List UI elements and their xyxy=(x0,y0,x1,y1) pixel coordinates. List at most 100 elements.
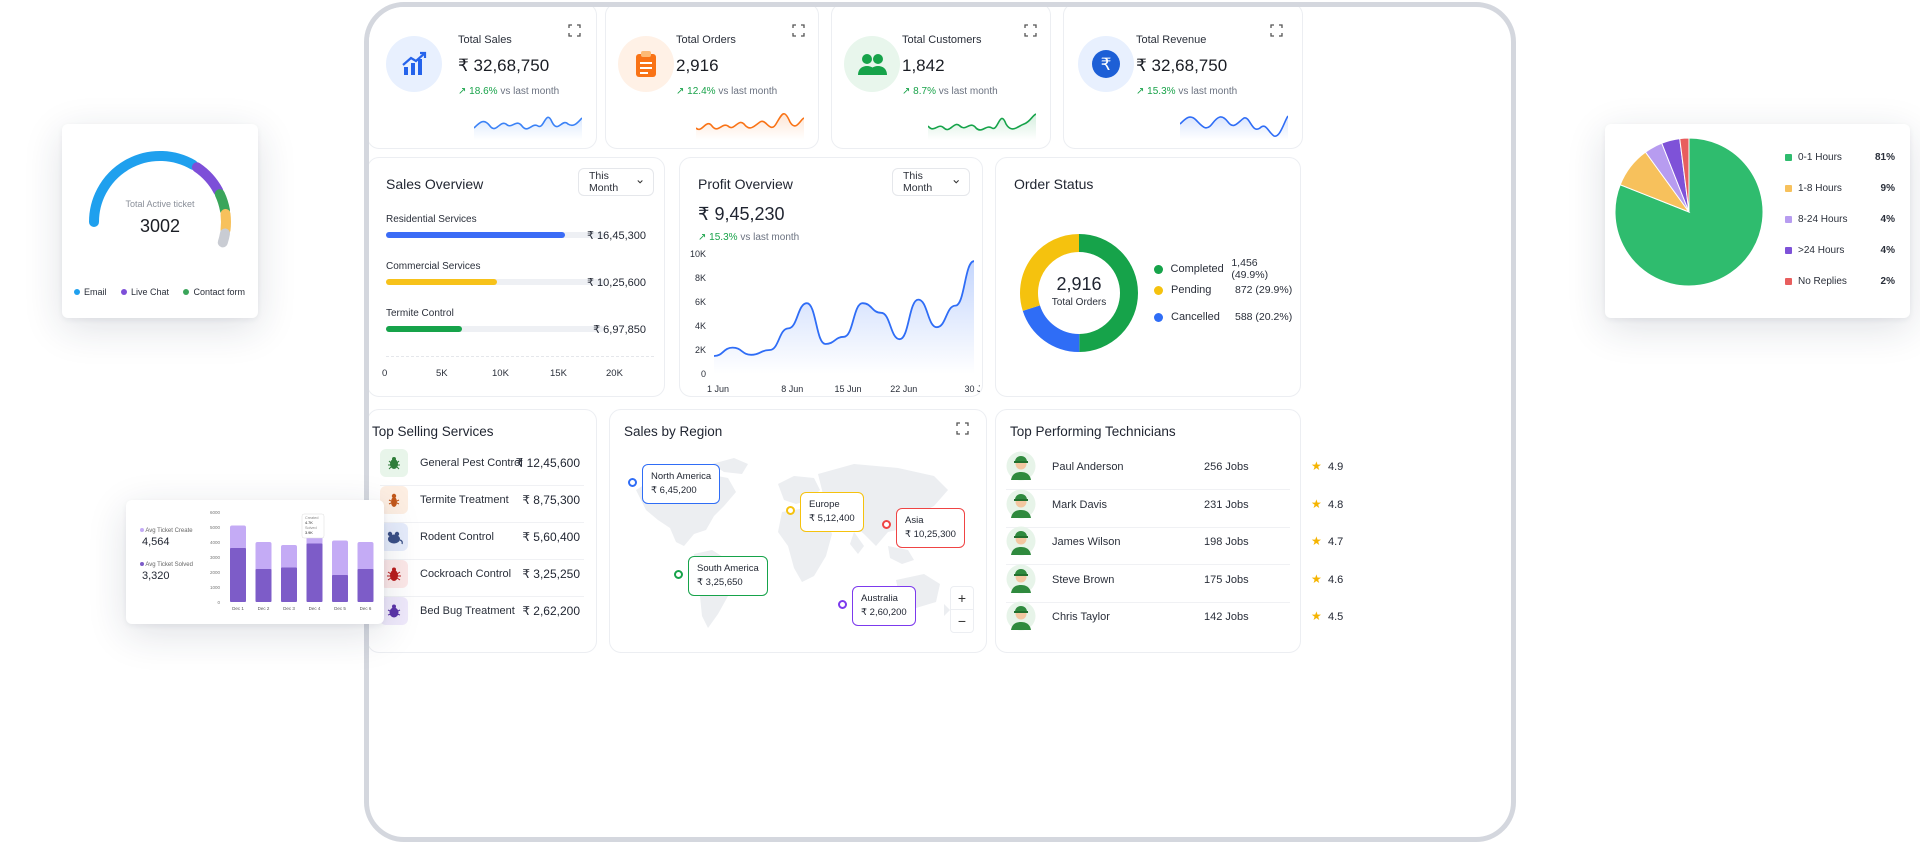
sparkline-customers xyxy=(928,113,1036,140)
technician-name: James Wilson xyxy=(1052,536,1121,548)
x-tick-label: Dec 4 xyxy=(309,606,321,611)
technician-rating: 4.7 xyxy=(1328,536,1344,548)
expand-icon[interactable] xyxy=(792,24,805,37)
dashboard-frame: Total Sales ₹ 32,68,750 ↗ 18.6% vs last … xyxy=(364,2,1516,842)
period-dropdown[interactable]: This Month xyxy=(892,168,970,196)
bar-solved[interactable] xyxy=(357,569,374,602)
section-title: Sales by Region xyxy=(624,424,723,439)
kpi-card-total-revenue[interactable]: ₹ Total Revenue ₹ 32,68,750 ↗ 15.3% vs l… xyxy=(1063,7,1303,149)
termite-icon xyxy=(380,486,408,514)
legend-swatch xyxy=(1785,216,1792,223)
pie-slice[interactable] xyxy=(1614,137,1764,287)
legend-label: Email xyxy=(84,287,107,297)
stat-label-text: Avg Ticket Create xyxy=(145,528,193,534)
legend-dot xyxy=(183,289,190,295)
region-value: ₹ 3,25,650 xyxy=(697,577,743,588)
region-pin-dot[interactable] xyxy=(628,478,637,487)
list-item[interactable]: Bed Bug Treatment ₹ 2,62,200 xyxy=(380,588,584,634)
legend-value: 588 (20.2%) xyxy=(1235,311,1293,323)
list-item[interactable]: Rodent Control ₹ 5,60,400 xyxy=(380,514,584,560)
donut-segment[interactable] xyxy=(1078,234,1138,352)
technician-row[interactable]: Paul Anderson 256 Jobs ★ 4.9 xyxy=(1006,444,1343,490)
bedbug-icon xyxy=(380,597,408,625)
period-dropdown[interactable]: This Month xyxy=(578,168,654,196)
kpi-card-total-customers[interactable]: Total Customers 1,842 ↗ 8.7% vs last mon… xyxy=(831,7,1051,149)
stat-value: 4,564 xyxy=(142,536,170,548)
region-name: Europe xyxy=(809,499,840,510)
bar-solved[interactable] xyxy=(306,543,323,603)
list-item[interactable]: Termite Treatment ₹ 8,75,300 xyxy=(380,477,584,523)
donut-segment[interactable] xyxy=(1020,234,1080,311)
y-tick-label: 0 xyxy=(217,600,220,605)
legend-email: Email xyxy=(74,287,107,297)
legend-label: Contact form xyxy=(193,287,245,297)
legend-value: 2% xyxy=(1880,276,1895,287)
bar-solved[interactable] xyxy=(281,567,297,603)
expand-icon[interactable] xyxy=(956,422,969,435)
kpi-card-total-orders[interactable]: Total Orders 2,916 ↗ 12.4% vs last month xyxy=(605,7,819,149)
expand-icon[interactable] xyxy=(1270,24,1283,37)
y-tick-label: 8K xyxy=(695,273,706,283)
star-icon: ★ xyxy=(1311,496,1322,511)
active-ticket-gauge-card: Total Active ticket 3002 Email Live Chat… xyxy=(62,124,258,318)
kpi-title: Total Sales xyxy=(458,34,512,46)
y-tick-label: 0 xyxy=(701,369,706,379)
list-item[interactable]: General Pest Control ₹ 12,45,600 xyxy=(380,440,584,486)
legend-cancelled: Cancelled 588 (20.2%) xyxy=(1154,311,1294,323)
technician-row[interactable]: Chris Taylor 142 Jobs ★ 4.5 xyxy=(1006,594,1343,640)
section-title: Order Status xyxy=(1014,176,1094,192)
section-title: Profit Overview xyxy=(698,176,793,192)
bar-solved[interactable] xyxy=(332,575,348,602)
kpi-suffix: vs last month xyxy=(718,86,778,97)
gauge-legend: Email Live Chat Contact form xyxy=(74,282,255,300)
region-name: Asia xyxy=(905,515,924,526)
x-tick-label: 15 Jun xyxy=(834,384,861,394)
ticket-bar-chart: 6000 5000 4000 3000 2000 1000 0 Dec 1 Dec 2 Dec 3… xyxy=(210,510,374,611)
expand-icon[interactable] xyxy=(568,24,581,37)
technician-row[interactable]: Steve Brown 175 Jobs ★ 4.6 xyxy=(1006,557,1343,603)
kpi-suffix: vs last month xyxy=(938,86,998,97)
zoom-in-button[interactable]: + xyxy=(950,586,974,610)
sales-overview-card: Sales Overview This Month Residential Se… xyxy=(369,157,665,397)
x-tick-label: 30 Jun xyxy=(964,384,980,394)
region-pin-dot[interactable] xyxy=(674,570,683,579)
technician-rating: 4.9 xyxy=(1328,461,1344,473)
users-icon xyxy=(844,36,900,92)
service-name: General Pest Control xyxy=(420,457,523,469)
kpi-suffix: vs last month xyxy=(1178,86,1238,97)
y-tick-label: 4K xyxy=(695,321,706,331)
technician-name: Steve Brown xyxy=(1052,573,1115,586)
rupee-icon: ₹ xyxy=(1078,36,1134,92)
region-pin-dot[interactable] xyxy=(882,520,891,529)
y-tick-label: 1000 xyxy=(210,585,221,590)
axis-tick: 0 xyxy=(382,368,388,379)
progress-track xyxy=(386,326,604,332)
kpi-title: Total Orders xyxy=(676,34,736,46)
ticket-bar-chart-card: Avg Ticket Create 4,564 Avg Ticket Solve… xyxy=(126,500,384,624)
kpi-value: ₹ 32,68,750 xyxy=(1136,56,1228,75)
kpi-delta: ↗ 18.6% vs last month xyxy=(458,86,560,97)
gauge-label: Total Active ticket xyxy=(125,199,195,209)
donut-segment[interactable] xyxy=(1022,304,1080,352)
clipboard-icon xyxy=(618,36,674,92)
region-pin-dot[interactable] xyxy=(786,506,795,515)
y-tick-label: 3000 xyxy=(210,555,221,560)
technician-row[interactable]: James Wilson 198 Jobs ★ 4.7 xyxy=(1006,519,1343,565)
region-pin-dot[interactable] xyxy=(838,600,847,609)
service-value: ₹ 5,60,400 xyxy=(522,530,580,544)
expand-icon[interactable] xyxy=(1024,24,1037,37)
region-value: ₹ 6,45,200 xyxy=(651,485,697,496)
kpi-card-total-sales[interactable]: Total Sales ₹ 32,68,750 ↗ 18.6% vs last … xyxy=(369,7,597,149)
legend-label: 8-24 Hours xyxy=(1798,214,1848,225)
pie-slice[interactable] xyxy=(1679,137,1690,213)
list-item[interactable]: Cockroach Control ₹ 3,25,250 xyxy=(380,551,584,597)
region-value: ₹ 10,25,300 xyxy=(905,529,956,540)
bar-solved[interactable] xyxy=(230,548,246,602)
kpi-title: Total Customers xyxy=(902,34,982,46)
technician-name: Chris Taylor xyxy=(1052,611,1110,623)
bar-solved[interactable] xyxy=(255,569,272,602)
sales-by-region-card: Sales by Region North America ₹ 6,45,200 xyxy=(609,409,987,653)
progress-track xyxy=(386,232,604,238)
technician-row[interactable]: Mark Davis 231 Jobs ★ 4.8 xyxy=(1006,482,1343,528)
zoom-out-button[interactable]: − xyxy=(950,609,974,633)
